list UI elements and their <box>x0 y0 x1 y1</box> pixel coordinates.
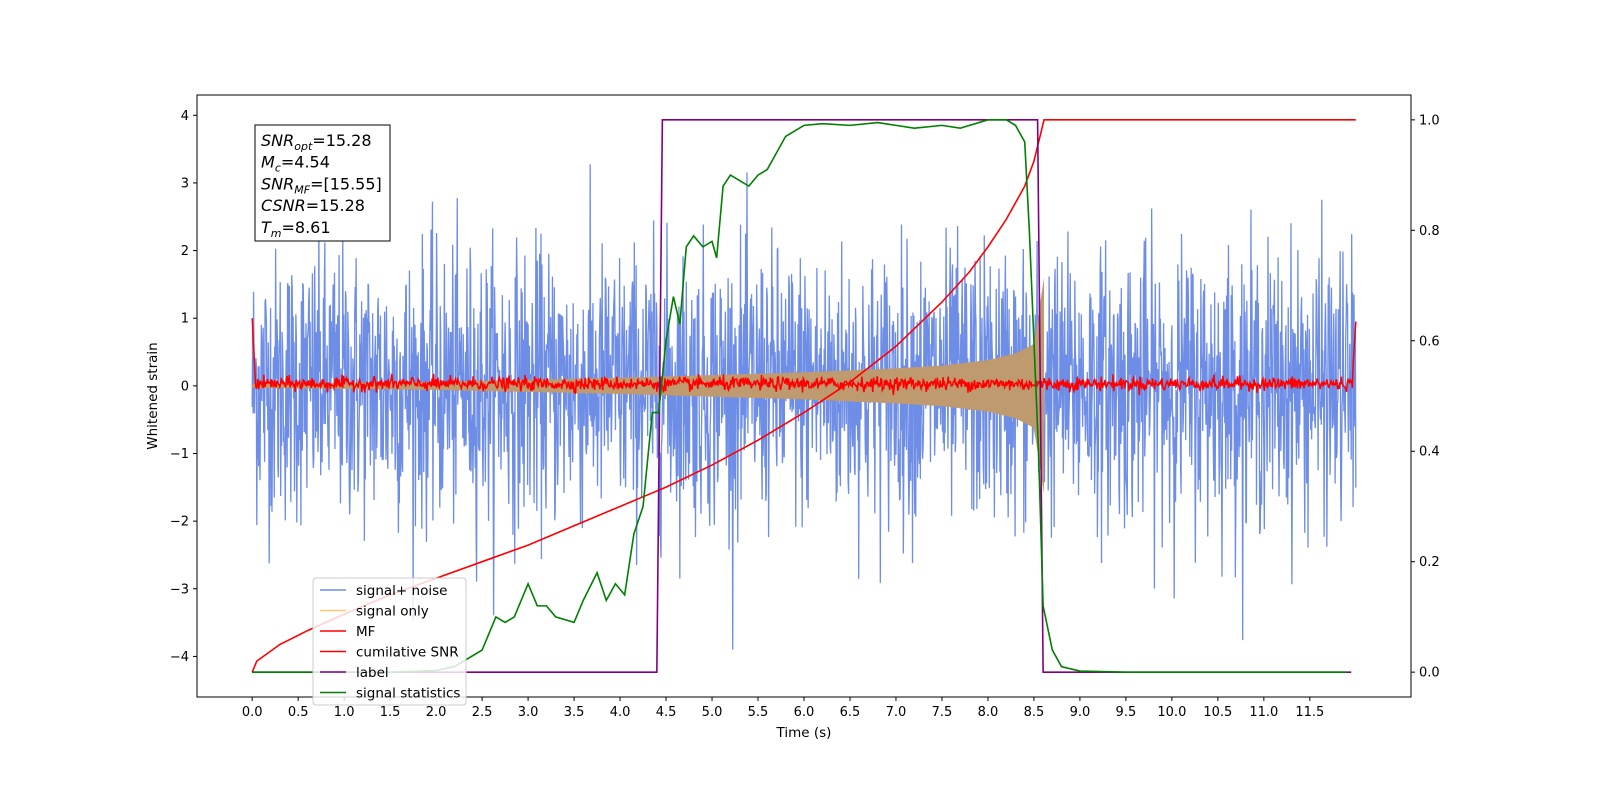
annotation-symbol: SNR <box>261 131 294 150</box>
legend-label: signal only <box>356 604 429 620</box>
y2-tick-label: 0.0 <box>1419 666 1440 681</box>
x-tick-label: 0.5 <box>288 705 309 720</box>
x-tick-label: 2.5 <box>472 705 493 720</box>
series-signal-only <box>252 277 1045 495</box>
y-tick-label: 3 <box>181 176 189 191</box>
line-mf <box>251 318 1357 396</box>
annotation-subscript: m <box>271 227 282 240</box>
stats-annotation-box: SNRopt=15.28Mc=4.54SNRMF=[15.55]CSNR=15.… <box>254 124 391 242</box>
x-tick-label: 10.5 <box>1203 705 1232 720</box>
x-tick-label: 11.5 <box>1295 705 1324 720</box>
x-tick-label: 3.0 <box>518 705 539 720</box>
legend-frame <box>312 577 467 706</box>
annotation-line: SNRopt=15.28 <box>261 131 372 153</box>
y-tick-label: 1 <box>181 312 189 327</box>
x-axis-label: Time (s) <box>776 725 832 741</box>
annotation-line: SNRMF=[15.55] <box>261 174 382 196</box>
annotation-subscript: opt <box>294 140 313 153</box>
x-tick-label: 7.5 <box>932 705 953 720</box>
line-signal-statistics <box>252 119 1347 673</box>
x-tick-label: 9.0 <box>1070 705 1091 720</box>
annotation-value: =15.28 <box>312 131 371 150</box>
y-tick-label: −4 <box>170 650 189 665</box>
x-tick-label: 8.5 <box>1024 705 1045 720</box>
legend-label: signal statistics <box>356 686 460 702</box>
annotation-subscript: c <box>275 162 281 175</box>
line-signal-noise <box>251 164 1357 650</box>
y-axis-ticks: −4 −3 −2 −1 0 1 2 3 4 <box>170 109 197 665</box>
annotation-symbol: M <box>261 153 275 172</box>
x-tick-label: 5.5 <box>748 705 769 720</box>
x-tick-label: 10.0 <box>1157 705 1186 720</box>
legend-label: cumilative SNR <box>356 645 459 661</box>
x-axis-ticks: 0.0 0.5 1.0 1.5 2.0 2.5 3.0 3.5 4.0 4.5 5.0 5.5 6.0 6… <box>242 697 1324 720</box>
x-tick-label: 5.0 <box>702 705 723 720</box>
y-tick-label: −1 <box>170 447 189 462</box>
x-tick-label: 0.0 <box>242 705 263 720</box>
annotation-value: =15.28 <box>306 196 365 215</box>
x-tick-label: 1.5 <box>380 705 401 720</box>
annotation-value: =[15.55] <box>310 174 382 193</box>
x-tick-label: 3.5 <box>564 705 585 720</box>
y2-tick-label: 0.6 <box>1419 334 1440 349</box>
annotation-value: =8.61 <box>282 218 331 237</box>
y2-tick-label: 0.8 <box>1419 224 1440 239</box>
annotation-line: CSNR=15.28 <box>261 196 365 215</box>
annotation-value: =4.54 <box>281 153 330 172</box>
legend: signal+ noise signal only MF cumilative SNR… <box>312 577 467 706</box>
y2-tick-label: 1.0 <box>1419 113 1440 128</box>
annotation-subscript: MF <box>294 183 310 196</box>
annotation-line: Mc=4.54 <box>261 153 330 175</box>
x-tick-label: 1.0 <box>334 705 355 720</box>
annotation-symbol: T <box>261 218 272 237</box>
y-tick-label: 4 <box>181 109 189 124</box>
series-signal-noise <box>251 164 1357 650</box>
annotation-frame <box>254 124 391 242</box>
x-tick-label: 9.5 <box>1116 705 1137 720</box>
y2-tick-label: 0.4 <box>1419 445 1440 460</box>
x-tick-label: 8.0 <box>978 705 999 720</box>
y-tick-label: 2 <box>181 244 189 259</box>
y-tick-label: −3 <box>170 582 189 597</box>
y2-axis-ticks: 0.0 0.2 0.4 0.6 0.8 1.0 <box>1411 113 1440 681</box>
legend-label: label <box>356 665 389 681</box>
y-axis-label: Whitened strain <box>145 342 161 449</box>
y-tick-label: −2 <box>170 515 189 530</box>
x-tick-label: 11.0 <box>1249 705 1278 720</box>
legend-label: MF <box>356 624 375 640</box>
x-tick-label: 4.5 <box>656 705 677 720</box>
annotation-symbol: CSNR <box>261 196 306 215</box>
y2-tick-label: 0.2 <box>1419 555 1440 570</box>
annotation-symbol: SNR <box>261 174 294 193</box>
x-tick-label: 2.0 <box>426 705 447 720</box>
y-tick-label: 0 <box>181 379 189 394</box>
annotation-line: Tm=8.61 <box>261 218 331 240</box>
x-tick-label: 6.0 <box>794 705 815 720</box>
series-mf <box>251 318 1357 396</box>
area-signal-only <box>252 277 1045 495</box>
x-tick-label: 6.5 <box>840 705 861 720</box>
legend-label: signal+ noise <box>356 583 447 599</box>
x-tick-label: 7.0 <box>886 705 907 720</box>
x-tick-label: 4.0 <box>610 705 631 720</box>
